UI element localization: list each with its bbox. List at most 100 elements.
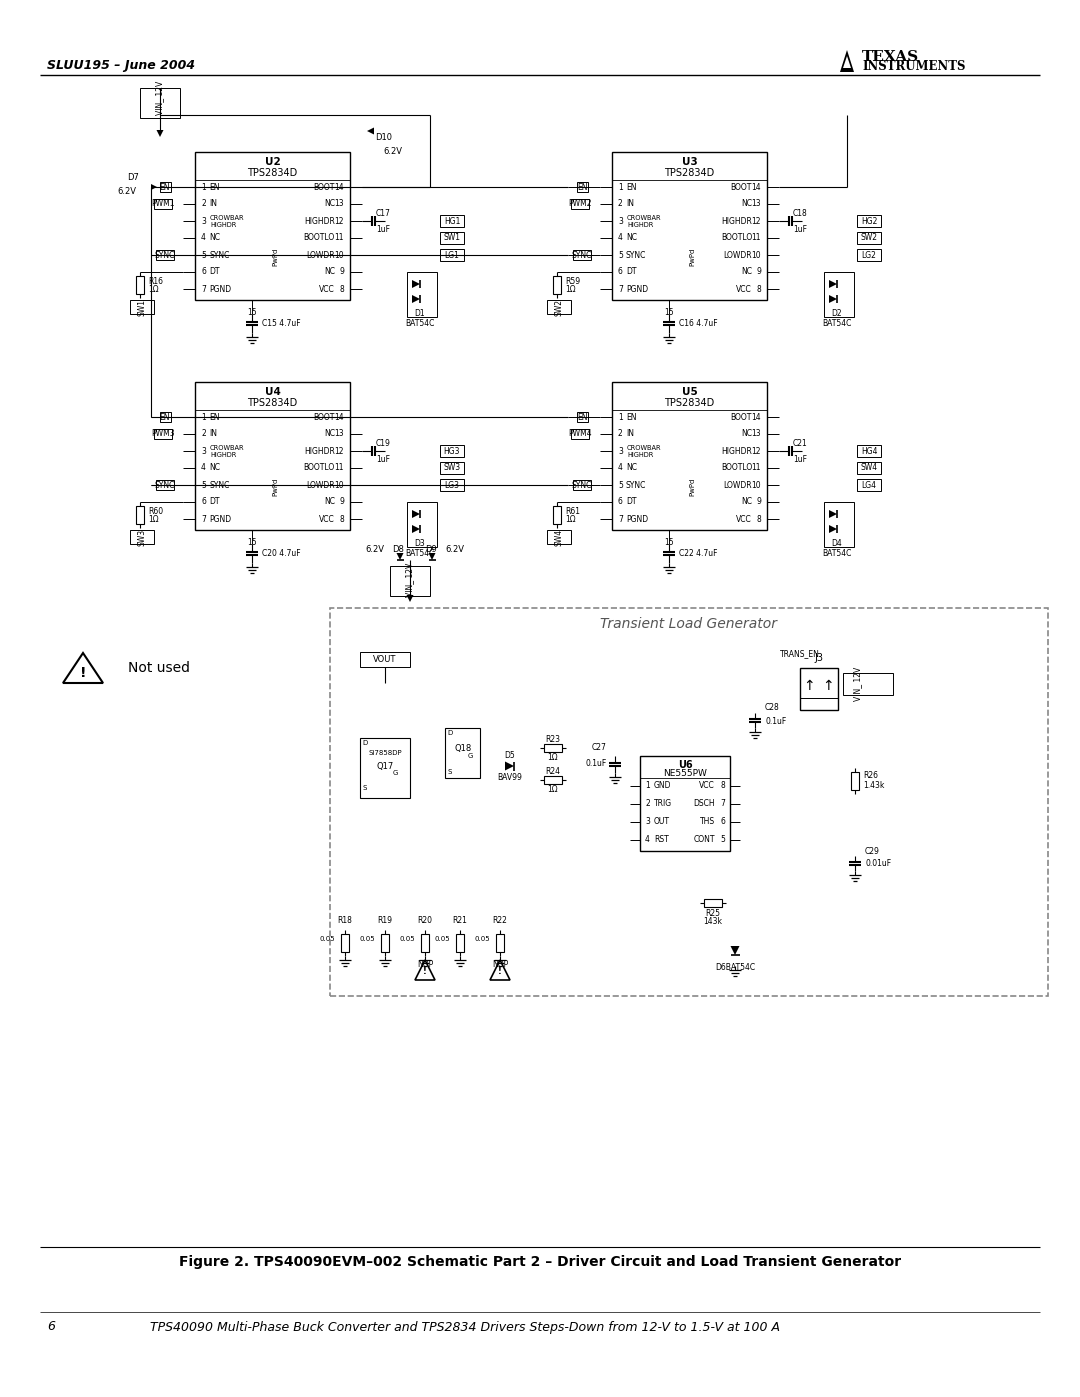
Bar [130,529,154,543]
Text: EN: EN [577,183,588,191]
Bar [360,738,410,798]
Text: C17: C17 [376,208,391,218]
Text: !: ! [80,666,86,680]
Text: 1Ω: 1Ω [565,515,576,524]
Text: BOOT: BOOT [731,412,752,422]
Text: 0.05: 0.05 [400,936,415,942]
Bar [544,775,562,784]
Text: PWM3: PWM3 [151,429,175,439]
Bar [496,935,504,951]
Polygon shape [429,553,435,560]
Text: 2: 2 [618,200,623,208]
Text: 15: 15 [247,538,257,548]
Text: SYNC: SYNC [626,250,646,260]
Text: 5: 5 [618,250,623,260]
Text: TPS2834D: TPS2834D [247,168,298,177]
Text: 4: 4 [618,464,623,472]
Text: 12: 12 [752,447,761,455]
Text: TPS40090 Multi-Phase Buck Converter and TPS2834 Drivers Steps-Down from 12-V to : TPS40090 Multi-Phase Buck Converter and … [150,1320,780,1334]
Text: 1: 1 [618,412,623,422]
Polygon shape [505,761,514,771]
Bar [136,277,144,293]
Polygon shape [396,553,404,560]
Text: PWM4: PWM4 [568,429,592,439]
Text: TPS2834D: TPS2834D [664,398,715,408]
Text: NOP: NOP [491,960,508,970]
Text: U5: U5 [681,387,698,397]
Text: LG4: LG4 [862,481,877,489]
Bar [800,668,838,710]
Bar [858,249,881,261]
Text: 0.1uF: 0.1uF [585,760,607,768]
Text: NC: NC [324,497,335,507]
Bar [360,652,410,666]
Bar [843,673,893,694]
Text: TRIG: TRIG [654,799,672,809]
Text: 4: 4 [645,835,650,845]
Text: D: D [447,731,453,736]
Text: 13: 13 [335,200,345,208]
Text: HIGHDR: HIGHDR [210,222,237,228]
Text: Transient Load Generator: Transient Load Generator [600,617,778,631]
Text: R26: R26 [863,771,878,781]
Text: 1: 1 [201,412,206,422]
Text: PGND: PGND [626,285,648,293]
Text: 1: 1 [645,781,650,791]
Text: RST: RST [654,835,669,845]
Text: 12: 12 [752,217,761,225]
Bar [440,446,464,457]
Text: 1.43k: 1.43k [863,781,885,791]
Text: 1Ω: 1Ω [148,285,159,295]
Text: EN: EN [160,183,171,191]
Text: C16 4.7uF: C16 4.7uF [679,319,718,327]
Text: U2: U2 [265,156,281,168]
Text: Si7858DP: Si7858DP [368,750,402,756]
Text: NC: NC [626,464,637,472]
Polygon shape [829,525,837,534]
Text: 6: 6 [720,817,725,827]
Text: EN: EN [577,412,588,422]
Text: 10: 10 [752,481,761,489]
Polygon shape [829,279,837,288]
Bar [421,935,429,951]
Polygon shape [829,510,837,518]
Text: Not used: Not used [129,661,190,675]
Text: R22: R22 [492,916,508,925]
Text: G: G [392,770,397,775]
Text: TEXAS: TEXAS [862,50,919,64]
Text: BAV99: BAV99 [498,774,523,782]
Text: R25: R25 [705,908,720,918]
Text: 1uF: 1uF [376,454,390,464]
Text: D2: D2 [832,310,842,319]
Text: 1: 1 [618,183,623,191]
Text: BOOT: BOOT [313,183,335,191]
Bar [407,502,437,548]
Text: 12: 12 [335,447,345,455]
Text: DT: DT [210,267,219,277]
Bar [341,935,349,951]
Text: U6: U6 [677,760,692,770]
Text: LG2: LG2 [862,250,877,260]
Text: 1: 1 [201,183,206,191]
Text: PwPd: PwPd [272,247,279,267]
Text: 1uF: 1uF [376,225,390,233]
Bar [130,300,154,314]
Bar [571,429,589,439]
Text: NC: NC [626,233,637,243]
Text: 6.2V: 6.2V [383,148,402,156]
Text: 4: 4 [201,233,206,243]
Text: 15: 15 [664,307,674,317]
Bar [154,198,172,210]
Text: HIGHDR: HIGHDR [305,447,335,455]
Text: EN: EN [210,183,219,191]
Text: BAT54C: BAT54C [822,549,852,557]
Text: NC: NC [324,429,335,439]
Text: Figure 2. TPS40090EVM–002 Schematic Part 2 – Driver Circuit and Load Transient G: Figure 2. TPS40090EVM–002 Schematic Part… [179,1255,901,1268]
Text: BAT54C: BAT54C [405,319,434,327]
Text: SYNC: SYNC [626,481,646,489]
Text: BAT54C: BAT54C [405,549,434,557]
Polygon shape [406,595,414,602]
Bar [640,756,730,851]
Text: SYNC: SYNC [154,481,175,489]
Bar [456,935,464,951]
